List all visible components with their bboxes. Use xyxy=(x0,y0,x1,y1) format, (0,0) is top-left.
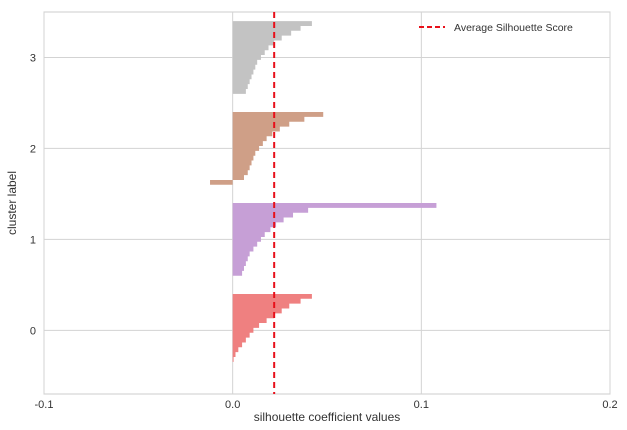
cluster-silhouettes xyxy=(210,21,437,367)
y-tick-label: 2 xyxy=(30,143,36,155)
y-tick-label: 1 xyxy=(30,234,36,246)
silhouette-cluster-3 xyxy=(232,21,312,94)
x-axis-label: silhouette coefficient values xyxy=(254,410,401,424)
x-tick-label: -0.1 xyxy=(35,399,54,411)
y-tick-label: 3 xyxy=(30,52,36,64)
legend: Average Silhouette Score xyxy=(419,22,573,34)
x-tick-label: 0.1 xyxy=(414,399,429,411)
silhouette-cluster-0 xyxy=(232,293,312,367)
x-tick-label: 0.2 xyxy=(602,399,617,411)
tick-labels: -0.1 0.0 0.1 0.2 0 1 2 3 xyxy=(30,52,618,411)
silhouette-cluster-2 xyxy=(210,112,324,185)
silhouette-cluster-1 xyxy=(232,203,437,276)
legend-label-average-silhouette-score: Average Silhouette Score xyxy=(454,22,573,34)
y-axis-label: cluster label xyxy=(5,171,19,235)
y-tick-label: 0 xyxy=(30,325,36,337)
x-tick-label: 0.0 xyxy=(225,399,240,411)
